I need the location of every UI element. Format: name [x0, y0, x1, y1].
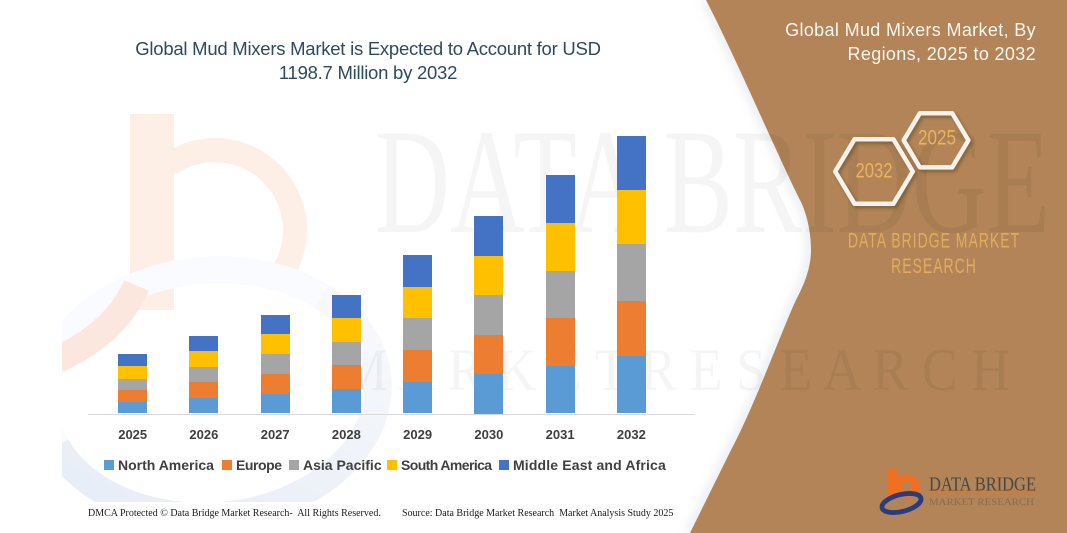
- svg-text:DATA BRIDGE: DATA BRIDGE: [929, 474, 1036, 496]
- svg-text:MARKET RESEARCH: MARKET RESEARCH: [929, 498, 1034, 508]
- svg-text:2032: 2032: [856, 160, 893, 183]
- svg-text:2025: 2025: [918, 127, 956, 150]
